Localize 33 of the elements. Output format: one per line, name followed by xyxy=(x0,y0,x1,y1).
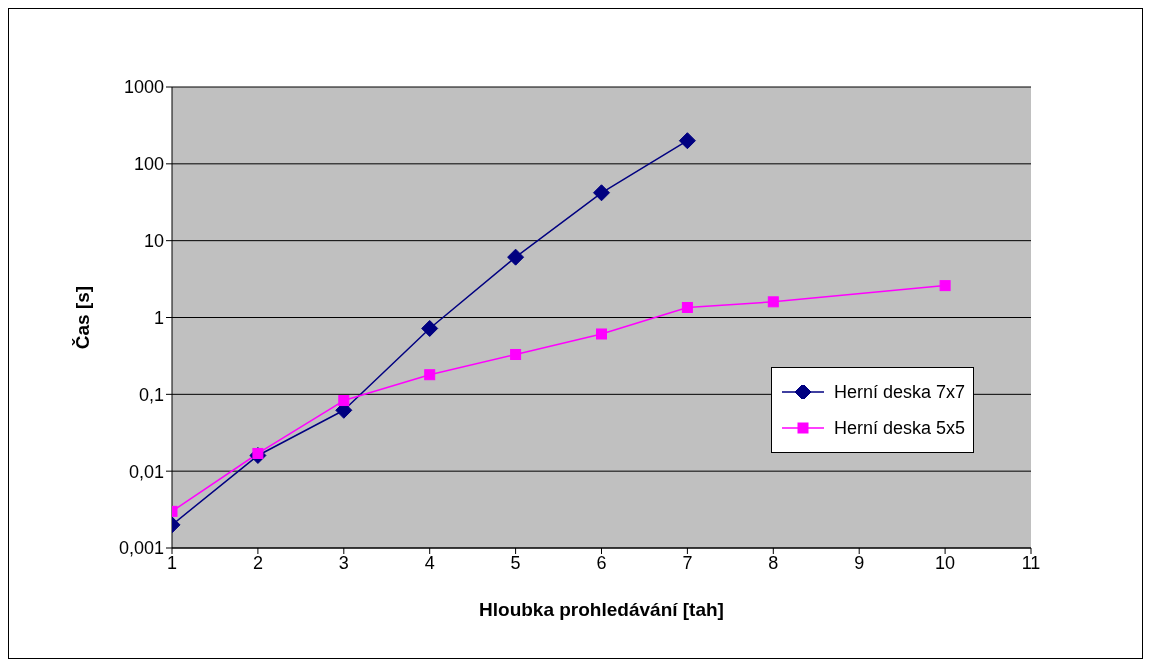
x-tick-label: 7 xyxy=(682,552,693,573)
x-tick-label: 8 xyxy=(768,552,779,573)
x-tick-label: 11 xyxy=(1021,552,1041,573)
x-tick-label: 9 xyxy=(854,552,865,573)
x-tick-label: 4 xyxy=(424,552,435,573)
point xyxy=(338,395,350,407)
legend-label: Herní deska 7x7 xyxy=(833,381,965,403)
x-tick-label: 2 xyxy=(252,552,263,573)
y-tick-label: 0,01 xyxy=(128,461,164,482)
x-tick-label: 5 xyxy=(510,552,521,573)
point xyxy=(939,280,951,292)
x-tick-label: 3 xyxy=(338,552,349,573)
x-tick-label: 10 xyxy=(935,552,956,573)
point xyxy=(421,319,439,337)
point xyxy=(507,248,525,266)
y-axis-title: Čas [s] xyxy=(71,285,93,350)
y-tick-label: 100 xyxy=(133,154,164,175)
point xyxy=(681,301,693,313)
y-tick-label: 0,1 xyxy=(138,384,164,405)
point xyxy=(510,348,522,360)
y-tick-label: 1000 xyxy=(123,77,164,98)
point xyxy=(678,132,696,150)
point xyxy=(593,184,610,202)
x-axis-title: Hloubka prohledávání [tah] xyxy=(479,599,724,620)
point xyxy=(767,296,779,308)
y-tick-label: 10 xyxy=(143,231,164,252)
y-tick-label: 0,001 xyxy=(118,538,164,559)
legend-label: Herní deska 5x5 xyxy=(833,417,965,439)
point xyxy=(424,369,436,381)
x-tick-label: 6 xyxy=(596,552,607,573)
point xyxy=(596,328,607,340)
y-tick-label: 1 xyxy=(153,307,164,328)
x-tick-label: 1 xyxy=(166,552,178,573)
